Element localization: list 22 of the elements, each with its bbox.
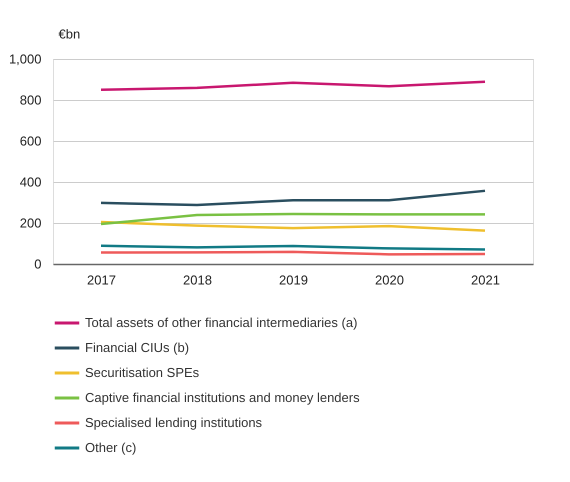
legend-label: Total assets of other financial intermediaries (a) bbox=[85, 315, 358, 330]
y-tick-label: 800 bbox=[20, 92, 42, 108]
y-tick-label: 200 bbox=[20, 216, 42, 230]
x-tick-label: 2021 bbox=[471, 272, 500, 288]
x-tick-label: 2017 bbox=[87, 272, 116, 288]
legend-label: Financial CIUs (b) bbox=[85, 340, 190, 355]
line-series bbox=[100, 212, 486, 226]
x-tick-label: 2020 bbox=[375, 272, 404, 288]
y-tick-label: 400 bbox=[20, 174, 42, 190]
y-tick-label: 0 bbox=[34, 256, 42, 272]
legend-label: Other (c) bbox=[85, 440, 136, 455]
legend-label: Specialised lending institutions bbox=[85, 415, 263, 430]
y-tick-label: 600 bbox=[20, 134, 42, 148]
line-series bbox=[100, 220, 486, 232]
line-series bbox=[100, 80, 486, 91]
line-series bbox=[100, 190, 486, 206]
x-tick-label: 2019 bbox=[279, 272, 308, 288]
y-axis-title: €bn bbox=[58, 26, 80, 42]
legend-label: Securitisation SPEs bbox=[85, 365, 200, 380]
legend-label: Captive financial institutions and money lenders bbox=[85, 390, 360, 405]
x-tick-label: 2018 bbox=[183, 272, 212, 288]
y-tick-label: 1,000 bbox=[8, 52, 42, 66]
